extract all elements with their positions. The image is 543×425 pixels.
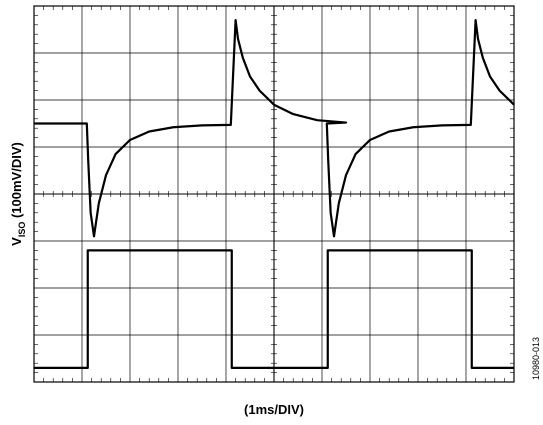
traces [34, 19, 515, 369]
figure-id: 10980-013 [531, 337, 541, 380]
grid [34, 6, 514, 382]
x-axis-label: (1ms/DIV) [244, 402, 304, 417]
y-axis-label-main: V [9, 237, 24, 246]
trace-viso [34, 19, 515, 238]
trace-logic [34, 249, 514, 369]
y-axis-label-sub: ISO [17, 222, 27, 238]
y-axis-label-rest: (100mV/DIV) [9, 142, 24, 221]
y-axis-label: VISO (100mV/DIV) [9, 142, 27, 246]
